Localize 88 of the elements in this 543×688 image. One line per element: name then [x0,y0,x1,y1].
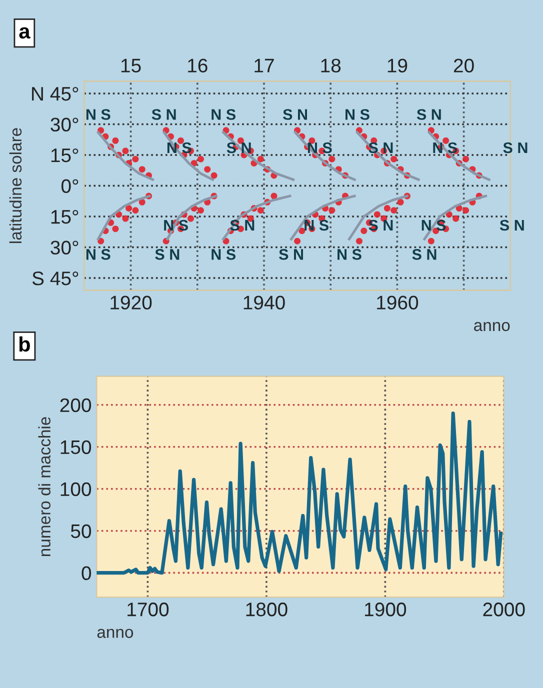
x-tick-label: 1700 [128,602,169,616]
annotation: N S [338,249,362,260]
point [298,228,306,234]
point [384,205,390,212]
y-tick-label: 100 [60,482,92,496]
y-tick-label: S 45° [32,272,78,286]
y-tick-label: 0° [61,179,78,193]
annotation: N S [212,109,236,120]
point [356,238,362,244]
x2-tick-label: 20 [454,58,474,72]
x2-tick-label: 17 [254,58,274,72]
line-series [96,411,503,575]
point [210,172,218,179]
annotation: N S [86,249,110,260]
annotation: N S [212,249,236,260]
y-tick-label: 30° [50,118,78,132]
annotation: N S [433,142,458,154]
y-tick-label: 50 [70,524,92,538]
point [112,226,119,232]
annotation: N S [304,220,328,231]
point [197,156,204,162]
point [177,137,184,144]
annotation: N S [167,142,192,154]
y-tick-label: 150 [60,440,92,454]
x-tick-label: 2000 [483,602,525,616]
line-series [290,194,356,240]
point [294,238,301,244]
point [257,207,264,214]
annotation: S N [279,249,304,260]
annotation: N S [346,109,370,120]
chart-title: b [19,336,30,352]
line-series [423,194,488,240]
annotation: S N [152,109,176,120]
point [122,148,129,154]
y-tick-label: 30° [50,240,78,255]
point [442,137,450,144]
annotation: N S [164,220,188,231]
x-tick-label: 1800 [246,602,288,616]
point [112,137,119,144]
point [187,215,194,222]
annotation: S N [416,109,441,120]
y-axis-title: numero di macchie [38,417,51,556]
point [197,207,204,214]
x-tick-label: 1940 [244,296,285,310]
point [328,156,336,162]
point [428,238,434,244]
y-tick-label: 0 [82,566,92,580]
point [132,156,139,162]
annotation: S N [155,249,180,260]
y-tick-label: 200 [60,398,92,412]
x-tick-label: 1960 [377,296,418,310]
point [132,207,139,214]
point [138,166,146,173]
point [328,207,336,214]
point [462,207,470,214]
point [360,228,368,234]
point [390,207,398,214]
point [397,198,404,206]
annotation: N S [86,109,110,120]
annotation: S N [368,142,393,154]
y-tick-label: 15° [51,148,78,162]
annotation: S N [412,249,436,260]
point [390,156,398,162]
point [204,166,211,173]
y-axis-title: latitudine solare [9,128,22,244]
x-axis-title: anno [97,628,134,638]
annotation: S N [283,109,307,120]
point [122,215,129,222]
annotation: S N [503,142,528,154]
point [237,137,244,144]
y-tick-label: N 45° [32,86,78,101]
point [126,205,132,212]
y-tick-label: 15° [51,210,78,224]
x2-tick-label: 18 [321,58,341,72]
annotation: S N [226,142,251,154]
annotation: N S [308,142,332,154]
point [452,215,460,222]
x-tick-label: 1900 [365,602,406,616]
x2-tick-label: 15 [121,58,141,72]
x2-tick-label: 16 [188,58,208,72]
x-tick-label: 1920 [110,296,152,310]
x2-tick-label: 19 [388,58,408,72]
x-axis-title: anno [474,322,510,332]
chart-title: a [19,27,30,39]
point [257,156,264,162]
annotation: S N [500,220,524,231]
point [462,156,470,162]
point [374,211,380,218]
